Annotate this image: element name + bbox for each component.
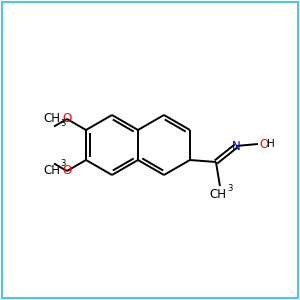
Text: CH: CH: [209, 188, 226, 201]
Text: H: H: [267, 139, 275, 149]
Text: O: O: [259, 137, 268, 151]
Text: 3: 3: [60, 119, 65, 128]
Text: 3: 3: [227, 184, 232, 193]
Text: CH: CH: [44, 164, 61, 178]
Text: N: N: [232, 140, 240, 152]
Text: O: O: [62, 164, 72, 178]
Text: 3: 3: [60, 160, 65, 169]
Text: O: O: [62, 112, 72, 125]
Text: CH: CH: [44, 112, 61, 125]
